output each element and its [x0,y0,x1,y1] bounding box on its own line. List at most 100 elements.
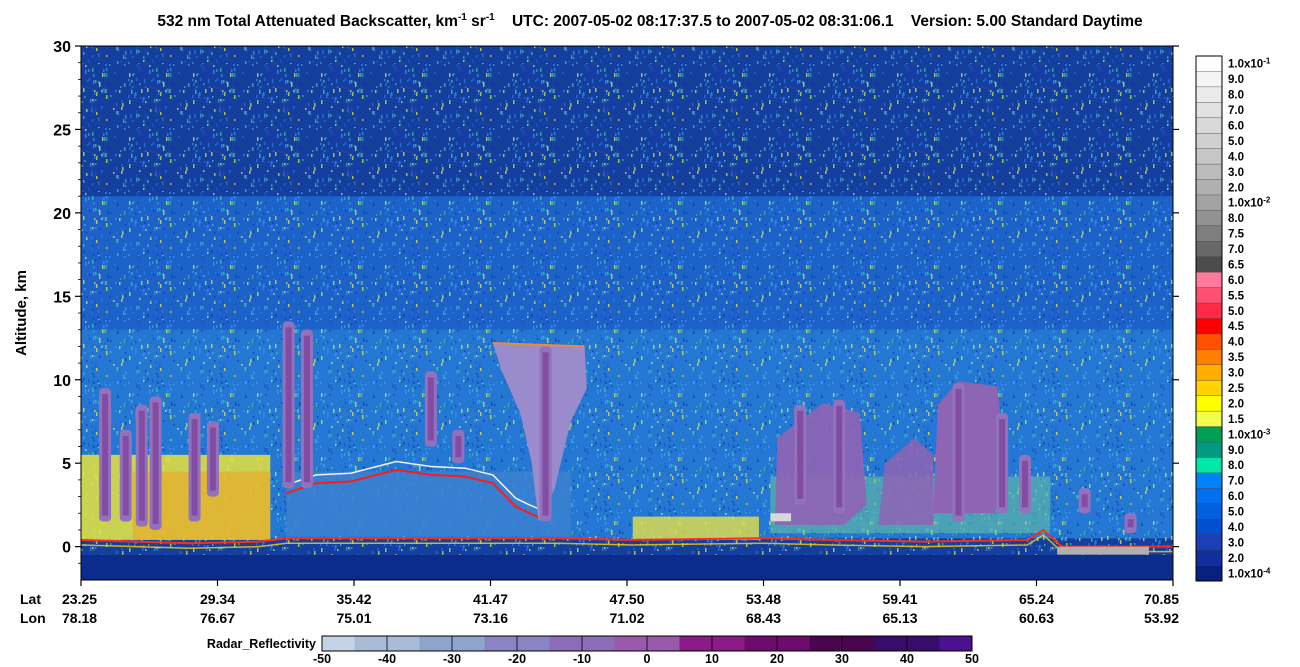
colorbar-label: 4.0 [1228,522,1244,534]
colorbar-swatch [1195,179,1223,196]
surface-line-under [80,534,1173,553]
surface-line [80,528,1173,548]
cloud-core [797,410,804,499]
colorbar-label: 1.0x10-2 [1228,196,1271,210]
cloud-core [427,377,434,441]
colorbar-swatch [1195,210,1223,227]
lon-tick-label: 76.67 [200,610,235,626]
colorbar-label: 6.0 [1228,120,1244,132]
lon-tick-label: 65.13 [882,610,917,626]
lon-row-label: Lon [20,610,46,626]
colorbar-swatch [1195,287,1223,304]
low-cloud-top [770,513,792,522]
colorbar-swatch [1195,102,1223,119]
radar-tick-label: 10 [705,652,719,666]
colorbar-label: 4.0 [1228,337,1244,349]
cloud-core [191,419,198,516]
colorbar-label: 5.5 [1228,290,1245,302]
colorbar-swatch [1195,333,1223,350]
radar-swatch [517,636,550,651]
colorbar-label: 8.0 [1228,460,1244,472]
colorbar-swatch [1195,225,1223,242]
colorbar-swatch [1195,488,1223,505]
colorbar-swatch [1195,503,1223,520]
cloud-core [455,435,462,458]
colorbar-label: 6.5 [1228,259,1245,271]
lat-tick-label: 23.25 [62,591,97,607]
colorbar-label: 5.0 [1228,306,1244,318]
radar-tick-label: 40 [900,652,914,666]
snow-surface [1057,546,1149,555]
radar-reflectivity-bar: -50 -40 -30 -20 -10 0 10 20 30 40 50 Radar_Reflecti… [207,635,979,666]
colorbar-swatch [1195,565,1223,582]
colorbar-swatch [1195,117,1223,134]
colorbar-swatch [1195,395,1223,412]
lat-tick-label: 29.34 [200,591,235,607]
lon-tick-label: 73.16 [473,610,508,626]
radar-swatch [647,636,680,651]
radar-tick-label: -40 [378,652,396,666]
radar-tick-label: 50 [965,652,979,666]
plot-area [80,45,1174,581]
lon-tick-label: 68.43 [746,610,781,626]
radar-tick-label: 20 [770,652,784,666]
y-tick-label: 20 [53,206,71,223]
lat-tick-label: 53.48 [746,591,781,607]
radar-swatch [582,636,615,651]
lon-tick-label: 71.02 [609,610,644,626]
title-sup-1: -1 [457,12,467,23]
cloud-top-edge [286,460,546,513]
colorbar-label: 9.0 [1228,74,1244,86]
colorbar-swatch [1195,534,1223,551]
cloud-core [303,335,310,483]
colorbar-swatch [1195,318,1223,335]
colorbar-label: 2.0 [1228,182,1244,194]
x-axis: 23.25 78.18 29.34 76.67 35.42 75.01 41.47 73.16… [20,580,1179,626]
y-tick-label: 30 [53,39,71,56]
radar-swatch [484,636,518,651]
colorbar-swatch [1195,380,1223,397]
colorbar-label: 3.0 [1228,167,1244,179]
radar-tick-label: 0 [644,652,651,666]
title-utc: UTC: 2007-05-02 08:17:37.5 to 2007-05-02… [511,13,894,31]
colorbar-swatch [1195,441,1223,458]
colorbar-swatch [1195,241,1223,258]
colorbar-swatch [1195,271,1223,289]
colorbar-swatch [1195,86,1223,103]
cloud-mass [933,381,1005,514]
colorbar-label: 8.0 [1228,213,1244,225]
y-tick-label: 5 [62,456,71,473]
colorbar-label: 1.0x10-4 [1228,566,1271,580]
lon-tick-label: 60.63 [1019,610,1054,626]
cloud-core [209,427,216,491]
radar-tick-label: -50 [313,652,331,666]
title-sup-2: -1 [485,12,495,23]
radar-swatch [907,636,940,651]
colorbar-swatch [1195,410,1223,428]
colorbar-label: 7.5 [1228,229,1245,241]
radar-swatch [549,636,583,651]
colorbar-swatch [1195,457,1223,474]
colorbar-swatch [1195,364,1223,381]
colorbar-label: 6.0 [1228,275,1244,287]
lat-tick-label: 59.41 [882,591,917,607]
radar-swatch [777,636,810,651]
colorbar-label: 3.0 [1228,368,1244,380]
y-tick-label: 0 [62,540,71,557]
cloud-core [152,402,159,524]
radar-swatch [322,636,355,651]
colorbar-label-exponent: -1 [1263,57,1271,66]
radar-swatch [874,636,908,651]
colorbar-label: 9.0 [1228,445,1244,457]
colorbar-swatch [1195,194,1223,211]
cloud-mass [878,438,934,525]
lon-tick-label: 78.18 [62,610,97,626]
cloud-core [1127,519,1134,528]
radar-swatch [387,636,420,651]
y-axis: 0 5 10 15 20 25 30 Altitude, km [13,39,1179,564]
title-version: Version: 5.00 Standard Daytime [910,13,1143,31]
colorbar-label: 1.5 [1228,414,1245,426]
colorbar-label: 7.0 [1228,476,1244,488]
colorbar-label: 6.0 [1228,491,1244,503]
cloud-core [836,405,843,508]
